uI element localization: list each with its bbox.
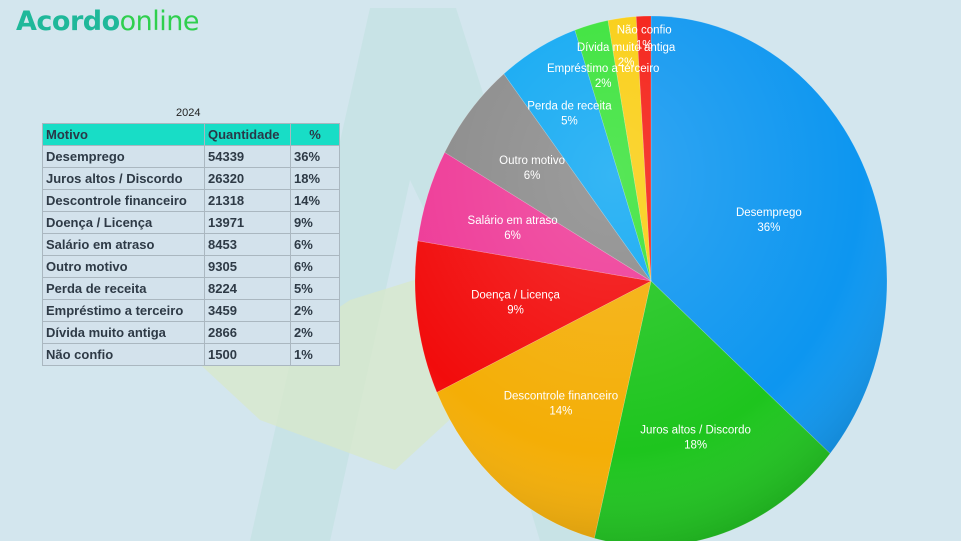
cell-percent: 5%: [290, 277, 340, 300]
cell-motivo: Perda de receita: [42, 277, 205, 300]
slice-label: Não confio: [617, 24, 672, 36]
data-table: Motivo Quantidade % Desemprego 54339 36% Ju…: [42, 123, 340, 366]
header-quantidade: Quantidade: [204, 123, 291, 146]
brand-logo: Acordoonline: [16, 6, 200, 37]
slice-percent-label: 6%: [504, 230, 521, 242]
table-row: Juros altos / Discordo 26320 18%: [42, 167, 340, 190]
slice-percent-label: 9%: [507, 305, 524, 317]
slice-label: Dívida muito antiga: [577, 42, 676, 54]
cell-quantidade: 26320: [204, 167, 291, 190]
cell-quantidade: 54339: [204, 145, 291, 168]
slice-percent-label: 14%: [549, 406, 572, 418]
table-row: Perda de receita 8224 5%: [42, 277, 340, 300]
cell-percent: 14%: [290, 189, 340, 212]
table-row: Dívida muito antiga 2866 2%: [42, 321, 340, 344]
table-year-caption: 2024: [176, 107, 201, 119]
cell-motivo: Descontrole financeiro: [42, 189, 205, 212]
cell-quantidade: 2866: [204, 321, 291, 344]
table-row: Não confio 1500 1%: [42, 343, 340, 366]
slice-label: Juros altos / Discordo: [640, 425, 751, 437]
cell-percent: 2%: [290, 299, 340, 322]
cell-motivo: Dívida muito antiga: [42, 321, 205, 344]
slice-label: Descontrole financeiro: [504, 391, 618, 403]
cell-percent: 6%: [290, 255, 340, 278]
cell-motivo: Empréstimo a terceiro: [42, 299, 205, 322]
cell-percent: 36%: [290, 145, 340, 168]
slice-label: Desemprego: [736, 207, 802, 219]
slice-percent-label: 2%: [618, 57, 635, 69]
cell-motivo: Doença / Licença: [42, 211, 205, 234]
table-row: Salário em atraso 8453 6%: [42, 233, 340, 256]
slice-percent-label: 2%: [595, 78, 612, 90]
cell-percent: 6%: [290, 233, 340, 256]
cell-motivo: Juros altos / Discordo: [42, 167, 205, 190]
cell-motivo: Outro motivo: [42, 255, 205, 278]
slice-label: Perda de receita: [527, 101, 612, 113]
table-row: Desemprego 54339 36%: [42, 145, 340, 168]
slice-label: Salário em atraso: [468, 215, 558, 227]
table-row: Descontrole financeiro 21318 14%: [42, 189, 340, 212]
cell-motivo: Salário em atraso: [42, 233, 205, 256]
slice-percent-label: 6%: [524, 170, 541, 182]
slice-percent-label: 18%: [684, 440, 707, 452]
slice-percent-label: 5%: [561, 116, 578, 128]
slice-percent-label: 36%: [757, 222, 780, 234]
slice-label: Empréstimo a terceiro: [547, 63, 659, 75]
slice-label: Outro motivo: [499, 155, 565, 167]
slice-percent-label: 1%: [636, 39, 653, 51]
cell-quantidade: 13971: [204, 211, 291, 234]
cell-percent: 9%: [290, 211, 340, 234]
cell-quantidade: 1500: [204, 343, 291, 366]
cell-motivo: Desemprego: [42, 145, 205, 168]
slice-label: Doença / Licença: [471, 290, 560, 302]
table-row: Doença / Licença 13971 9%: [42, 211, 340, 234]
table-row: Empréstimo a terceiro 3459 2%: [42, 299, 340, 322]
cell-motivo: Não confio: [42, 343, 205, 366]
cell-quantidade: 21318: [204, 189, 291, 212]
cell-percent: 1%: [290, 343, 340, 366]
cell-percent: 18%: [290, 167, 340, 190]
cell-quantidade: 3459: [204, 299, 291, 322]
